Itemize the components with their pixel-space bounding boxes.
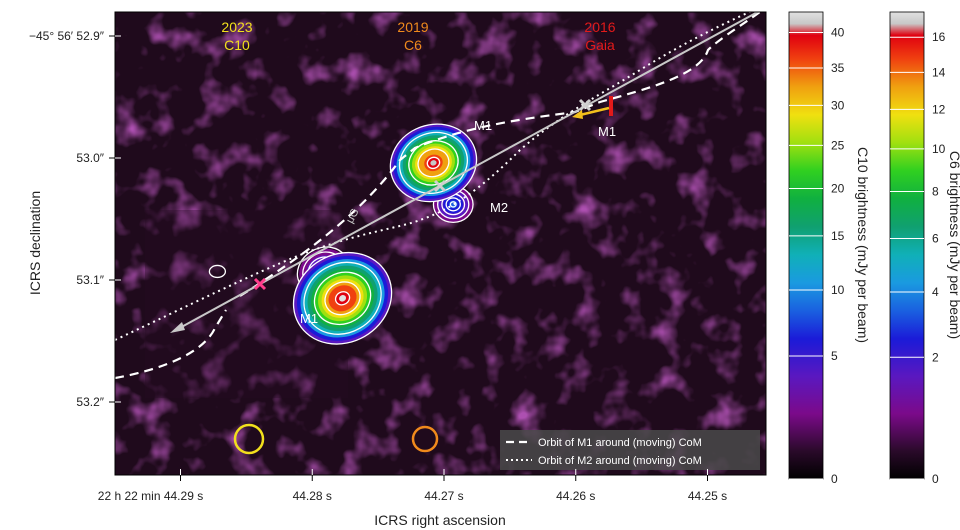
m1-label-c10: M1 — [300, 311, 318, 326]
emission-contour — [313, 271, 372, 326]
legend-orbit-m1: Orbit of M1 around (moving) CoM — [538, 437, 702, 449]
background-noise — [115, 12, 766, 475]
gaia-motion-arrow — [579, 106, 610, 117]
x-tick-label: 44.26 s — [556, 489, 595, 503]
m1-label-gaia: M1 — [598, 124, 616, 139]
epoch-2023-instrument: C10 — [224, 37, 250, 53]
y-tick-label: −45° 56′ 52.9″ — [29, 29, 105, 43]
c6-colorbar-ticks: 0 2 4 6 8 10 12 14 16 — [890, 30, 946, 486]
colorbar-tick-label: 30 — [831, 98, 845, 112]
c6-colorbar — [889, 11, 925, 480]
orbits — [115, 12, 762, 380]
colorbar-tick-label: 0 — [932, 472, 939, 486]
colorbar-tick-label: 15 — [831, 229, 845, 243]
emission-contour — [445, 197, 461, 212]
emission-blobs — [208, 123, 478, 345]
epoch-2016-instrument: Gaia — [585, 37, 615, 53]
mu-g-arrowhead — [170, 322, 185, 333]
y-axis-label: ICRS declination — [27, 191, 43, 295]
gaia-com-marker — [578, 98, 592, 112]
y-axis-ticks: −45° 56′ 52.9″ 53.0″ 53.1″ 53.2″ — [29, 29, 121, 409]
legend-box — [500, 430, 760, 470]
colorbar-tick-label: 2 — [932, 350, 939, 364]
colorbar-tick-label: 12 — [932, 102, 946, 116]
y-tick-label: 53.2″ — [76, 395, 104, 409]
epoch-2019-instrument: C6 — [404, 37, 422, 53]
emission-contour — [292, 251, 393, 345]
emission-contour — [303, 261, 382, 335]
c6-com-marker — [433, 179, 447, 193]
epoch-2016-year: 2016 — [584, 19, 615, 35]
x-tick-label: 22 h 22 min 44.29 s — [98, 489, 203, 503]
colorbar-tick-label: 14 — [932, 65, 946, 79]
colorbar-tick-label: 10 — [831, 283, 845, 297]
colorbar-tick-label: 4 — [932, 285, 939, 299]
x-tick-label: 44.25 s — [688, 489, 727, 503]
c10-com-marker — [253, 277, 267, 291]
emission-contour — [449, 201, 457, 208]
emission-contour — [334, 291, 351, 306]
proper-motion-path — [170, 12, 760, 333]
m2-label-c6: M2 — [490, 200, 508, 215]
c6-colorbar-label: C6 brightness (mJy per beam) — [947, 151, 960, 339]
colorbar-tick-label: 40 — [831, 25, 845, 39]
plot-frame — [114, 11, 767, 476]
colorbar-tick-label: 35 — [831, 61, 845, 75]
colorbar-tick-label: 10 — [932, 142, 946, 156]
colorbar-tick-label: 16 — [932, 30, 946, 44]
component-labels: M1 M2 M1 M1 μG — [300, 118, 616, 326]
colorbar-tick-label: 0 — [831, 472, 838, 486]
colorbar-tick-label: 20 — [831, 181, 845, 195]
c10-colorbar — [788, 11, 824, 480]
mu-g-line — [175, 12, 760, 331]
y-tick-label: 53.0″ — [76, 151, 104, 165]
colorbar-tick-label: 8 — [932, 185, 939, 199]
y-tick-label: 53.1″ — [76, 273, 104, 287]
emission-contour — [324, 281, 361, 316]
emission-level — [339, 295, 347, 302]
epoch-2023-year: 2023 — [221, 19, 252, 35]
emission-contour — [426, 156, 441, 170]
x-axis-label: ICRS right ascension — [374, 512, 506, 528]
epoch-labels: 2023 C10 2019 C6 2016 Gaia — [221, 19, 615, 53]
gaia-motion-arrowhead — [572, 110, 583, 119]
colorbar-tick-label: 5 — [831, 349, 838, 363]
x-tick-label: 44.27 s — [424, 489, 463, 503]
emission-contour — [417, 148, 450, 178]
markers — [233, 96, 613, 455]
colorbar-tick-label: 25 — [831, 138, 845, 152]
epoch-2019-year: 2019 — [397, 19, 428, 35]
x-tick-label: 44.28 s — [293, 489, 332, 503]
m1-label-c6: M1 — [474, 118, 492, 133]
legend-orbit-m2: Orbit of M2 around (moving) CoM — [538, 455, 702, 467]
x-axis-ticks: 22 h 22 min 44.29 s 44.28 s 44.27 s 44.26 s… — [98, 469, 727, 503]
colorbar-tick-label: 6 — [932, 232, 939, 246]
c10-colorbar-label: C10 brightness (mJy per beam) — [855, 147, 871, 343]
emission-contour — [389, 123, 478, 203]
beam-c10-icon — [233, 423, 265, 455]
orbit-m1-path — [115, 12, 762, 380]
emission-contour — [208, 264, 227, 279]
c10-colorbar-ticks: 0 5 10 15 20 25 30 35 40 — [789, 25, 845, 486]
legend: Orbit of M1 around (moving) CoM Orbit of… — [500, 430, 760, 470]
emission-level — [430, 160, 437, 166]
beam-c6-icon — [411, 425, 439, 453]
